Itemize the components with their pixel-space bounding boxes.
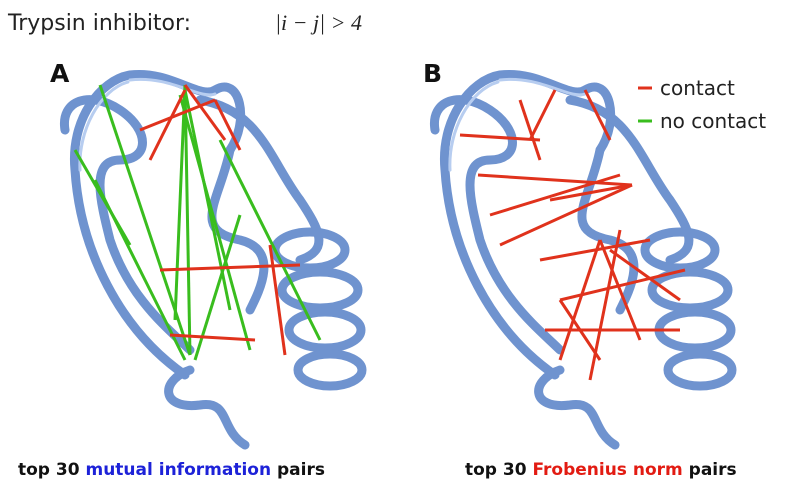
caption-prefix: top 30 <box>465 460 527 480</box>
caption-method: Frobenius norm <box>532 460 682 480</box>
panel-label: A <box>50 59 70 88</box>
figure: Trypsin inhibitor: |i − j| > 4 <box>0 0 797 484</box>
protein-structure-a <box>64 74 362 445</box>
caption: top 30 Frobenius norm pairs <box>465 460 737 480</box>
caption-suffix: pairs <box>689 460 737 480</box>
pairs-a <box>75 85 320 360</box>
title: Trypsin inhibitor: <box>7 11 191 36</box>
legend-label: contact <box>660 76 735 100</box>
panel-label: B <box>423 59 442 88</box>
caption: top 30 mutual information pairs <box>18 460 325 480</box>
caption-prefix: top 30 <box>18 460 80 480</box>
caption-suffix: pairs <box>277 460 325 480</box>
legend-label: no contact <box>660 109 766 133</box>
condition: |i − j| > 4 <box>275 10 362 35</box>
caption-method: mutual information <box>85 460 271 480</box>
